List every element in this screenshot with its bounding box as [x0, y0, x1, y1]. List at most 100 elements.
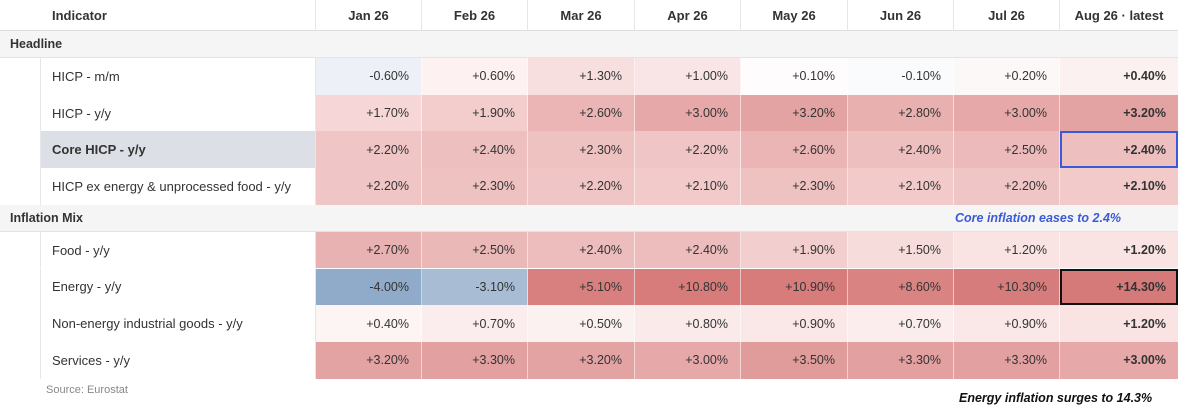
value-cell-jul-26: +10.30%: [954, 268, 1060, 306]
value-cell-jun-26: +3.30%: [848, 341, 954, 379]
value-cell-jul-26: +2.50%: [954, 131, 1060, 169]
value-cell-mar-26: +2.40%: [528, 231, 635, 269]
section-header-headline: Headline: [0, 31, 1178, 58]
row-stub: [0, 131, 41, 169]
value-cell-jul-26: +0.90%: [954, 305, 1060, 342]
table-row: HICP - y/y +1.70% +1.90% +2.60% +3.00% +3.20%…: [0, 94, 1178, 132]
value-cell-jan-26: +1.70%: [316, 94, 422, 132]
value-cell-mar-26: +1.30%: [528, 58, 635, 95]
value-cell-jun-26: +0.70%: [848, 305, 954, 342]
value-cell-aug-26-latest: +3.00%: [1060, 341, 1178, 379]
value-cell-aug-26-latest: +3.20%: [1060, 94, 1178, 132]
value-cell-may-26: +0.90%: [741, 305, 848, 342]
row-stub: [0, 58, 41, 95]
annotation-core-inflation: Core inflation eases to 2.4%: [955, 211, 1122, 225]
annotation-energy-inflation: Energy inflation surges to 14.3%: [959, 391, 1153, 405]
row-stub: [0, 305, 41, 342]
value-cell-aug-26-latest: +2.10%: [1060, 168, 1178, 205]
section-title: Headline: [10, 37, 63, 51]
value-cell-feb-26: +2.30%: [422, 168, 528, 205]
row-stub: [0, 231, 41, 269]
row-stub: [0, 94, 41, 132]
value-cell-feb-26: +3.30%: [422, 341, 528, 379]
value-cell-jul-26: +2.20%: [954, 168, 1060, 205]
row-label-services-y-y: Services - y/y: [41, 341, 316, 379]
row-stub: [0, 341, 41, 379]
table-row: Non-energy industrial goods - y/y +0.40% +…: [0, 305, 1178, 342]
value-cell-aug-26-latest: +2.40%: [1060, 131, 1178, 169]
value-cell-mar-26: +3.20%: [528, 341, 635, 379]
table-row: Food - y/y +2.70% +2.50% +2.40% +2.40% +1.90%…: [0, 231, 1178, 269]
value-cell-aug-26-latest: +14.30%: [1060, 268, 1178, 306]
value-cell-aug-26-latest: +1.20%: [1060, 305, 1178, 342]
value-cell-jun-26: +8.60%: [848, 268, 954, 306]
value-cell-jul-26: +3.30%: [954, 341, 1060, 379]
row-stub: [0, 268, 41, 306]
value-cell-may-26: +2.60%: [741, 131, 848, 169]
value-cell-apr-26: +1.00%: [635, 58, 741, 95]
table-row: HICP - m/m -0.60% +0.60% +1.30% +1.00% +0.10%…: [0, 58, 1178, 95]
table-row: Core HICP - y/y +2.20% +2.40% +2.30% +2.20% +…: [0, 131, 1178, 169]
column-header-apr-26: Apr 26: [635, 0, 741, 31]
value-cell-apr-26: +2.20%: [635, 131, 741, 169]
table-row: Energy - y/y -4.00% -3.10% +5.10% +10.80% +10…: [0, 268, 1178, 306]
row-label-non-energy-industrial-goods-y-y: Non-energy industrial goods - y/y: [41, 305, 316, 342]
value-cell-may-26: +2.30%: [741, 168, 848, 205]
source-note: Source: Eurostat: [46, 384, 128, 396]
value-cell-feb-26: +2.40%: [422, 131, 528, 169]
value-cell-jul-26: +0.20%: [954, 58, 1060, 95]
value-cell-apr-26: +2.10%: [635, 168, 741, 205]
value-cell-apr-26: +10.80%: [635, 268, 741, 306]
value-cell-jan-26: +2.20%: [316, 168, 422, 205]
value-cell-jan-26: +3.20%: [316, 341, 422, 379]
row-stub: [0, 168, 41, 205]
value-cell-may-26: +3.50%: [741, 341, 848, 379]
value-cell-jun-26: -0.10%: [848, 58, 954, 95]
value-cell-feb-26: +2.50%: [422, 231, 528, 269]
value-cell-mar-26: +2.20%: [528, 168, 635, 205]
column-header-jul-26: Jul 26: [954, 0, 1060, 31]
row-label-hicp-ex-energy-unprocessed-food-y-y: HICP ex energy & unprocessed food - y/y: [41, 168, 316, 205]
value-cell-mar-26: +2.30%: [528, 131, 635, 169]
value-cell-mar-26: +0.50%: [528, 305, 635, 342]
value-cell-feb-26: -3.10%: [422, 268, 528, 306]
column-header-may-26: May 26: [741, 0, 848, 31]
value-cell-feb-26: +0.70%: [422, 305, 528, 342]
value-cell-mar-26: +5.10%: [528, 268, 635, 306]
value-cell-jun-26: +2.80%: [848, 94, 954, 132]
value-cell-feb-26: +0.60%: [422, 58, 528, 95]
value-cell-may-26: +3.20%: [741, 94, 848, 132]
value-cell-jun-26: +2.40%: [848, 131, 954, 169]
table-row: Services - y/y +3.20% +3.30% +3.20% +3.00% +3…: [0, 341, 1178, 379]
column-header-jan-26: Jan 26: [316, 0, 422, 31]
row-label-hicp-y-y: HICP - y/y: [41, 94, 316, 132]
value-cell-may-26: +1.90%: [741, 231, 848, 269]
value-cell-jan-26: -0.60%: [316, 58, 422, 95]
value-cell-may-26: +0.10%: [741, 58, 848, 95]
value-cell-jan-26: +2.20%: [316, 131, 422, 169]
value-cell-aug-26-latest: +1.20%: [1060, 231, 1178, 269]
row-label-core-hicp-y-y: Core HICP - y/y: [41, 131, 316, 169]
value-cell-jun-26: +2.10%: [848, 168, 954, 205]
value-cell-apr-26: +0.80%: [635, 305, 741, 342]
value-cell-jan-26: +0.40%: [316, 305, 422, 342]
column-header-aug-26-latest: Aug 26 · latest: [1074, 8, 1164, 23]
section-title: Inflation Mix: [10, 210, 83, 225]
column-header-feb-26: Feb 26: [422, 0, 528, 31]
value-cell-jul-26: +1.20%: [954, 231, 1060, 269]
value-cell-jul-26: +3.00%: [954, 94, 1060, 132]
value-cell-feb-26: +1.90%: [422, 94, 528, 132]
column-header-jun-26: Jun 26: [848, 0, 954, 31]
value-cell-jan-26: +2.70%: [316, 231, 422, 269]
row-label-hicp-m-m: HICP - m/m: [41, 58, 316, 95]
header-row: Indicator Jan 26 Feb 26 Mar 26 Apr 26 May 26 J…: [0, 0, 1178, 31]
column-header-mar-26: Mar 26: [528, 0, 635, 31]
value-cell-apr-26: +3.00%: [635, 341, 741, 379]
value-cell-apr-26: +3.00%: [635, 94, 741, 132]
section-header-inflation-mix: Inflation Mix: [0, 204, 1178, 232]
row-label-food-y-y: Food - y/y: [41, 231, 316, 269]
value-cell-mar-26: +2.60%: [528, 94, 635, 132]
value-cell-may-26: +10.90%: [741, 268, 848, 306]
row-label-energy-y-y: Energy - y/y: [41, 268, 316, 306]
value-cell-jun-26: +1.50%: [848, 231, 954, 269]
